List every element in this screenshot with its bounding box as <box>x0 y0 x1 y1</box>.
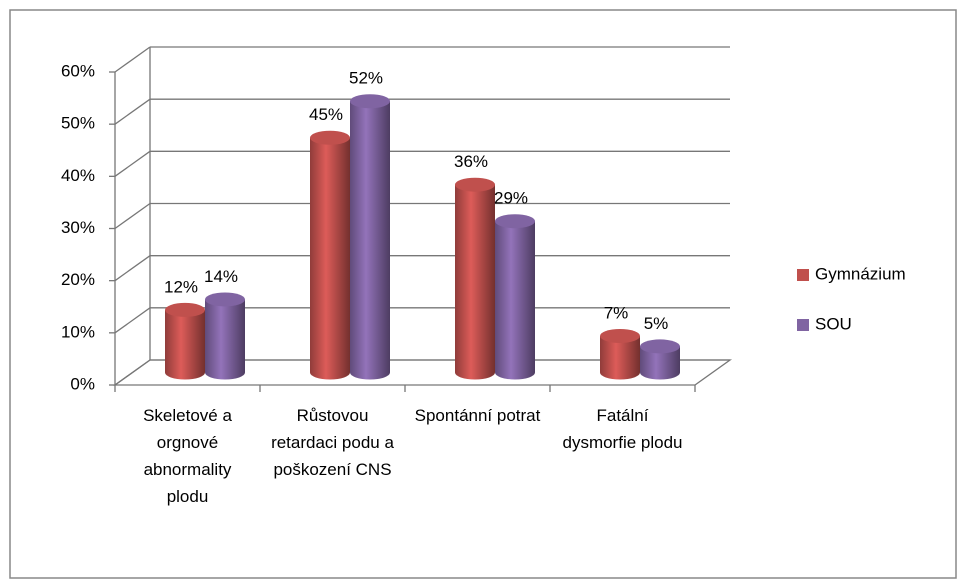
bar-top <box>495 214 535 229</box>
x-tick-label: Spontánní potrat <box>414 406 541 425</box>
bar-body <box>495 221 535 380</box>
bar-body <box>600 335 640 380</box>
y-tick-label: 50% <box>61 114 95 133</box>
data-label: 14% <box>204 267 238 286</box>
bar-top <box>455 177 495 192</box>
bar-top <box>600 328 640 343</box>
grid-line <box>114 307 151 334</box>
grid-line <box>114 46 151 73</box>
x-tick-label: Skeletové a orgnové abnormality plodu <box>143 406 232 506</box>
y-tick-label: 0% <box>70 374 95 393</box>
legend-label: SOU <box>815 314 852 333</box>
data-label: 12% <box>164 277 198 296</box>
y-tick-label: 20% <box>61 270 95 289</box>
data-label: 7% <box>604 303 629 322</box>
grid-line <box>114 150 151 177</box>
grid-line <box>114 255 151 282</box>
data-label: 52% <box>349 69 383 88</box>
legend-swatch <box>797 319 809 331</box>
bar-top <box>640 339 680 354</box>
y-tick-label: 10% <box>61 322 95 341</box>
grid-line <box>114 202 151 230</box>
bar-top <box>165 302 205 317</box>
bar-body <box>165 309 205 380</box>
bar-top <box>310 130 350 145</box>
bar-body <box>455 184 495 380</box>
bar-body <box>640 346 680 380</box>
bar-top <box>205 292 245 307</box>
y-tick-label: 60% <box>61 61 95 80</box>
x-tick-label: Fatální dysmorfie plodu <box>562 406 683 452</box>
data-label: 5% <box>644 314 669 333</box>
data-label: 45% <box>309 105 343 124</box>
y-tick-label: 30% <box>61 218 95 237</box>
bar-body <box>205 299 245 380</box>
bar-top <box>350 94 390 109</box>
data-label: 36% <box>454 152 488 171</box>
bar-body <box>350 101 390 380</box>
legend-swatch <box>797 269 809 281</box>
data-label: 29% <box>494 189 528 208</box>
bar-body <box>310 137 350 380</box>
y-tick-label: 40% <box>61 166 95 185</box>
x-tick-label: Růstovou retardaci podu a poškození CNS <box>271 406 394 479</box>
grid-line <box>114 98 151 125</box>
legend-label: Gymnázium <box>815 264 906 283</box>
grid-line <box>114 359 151 386</box>
